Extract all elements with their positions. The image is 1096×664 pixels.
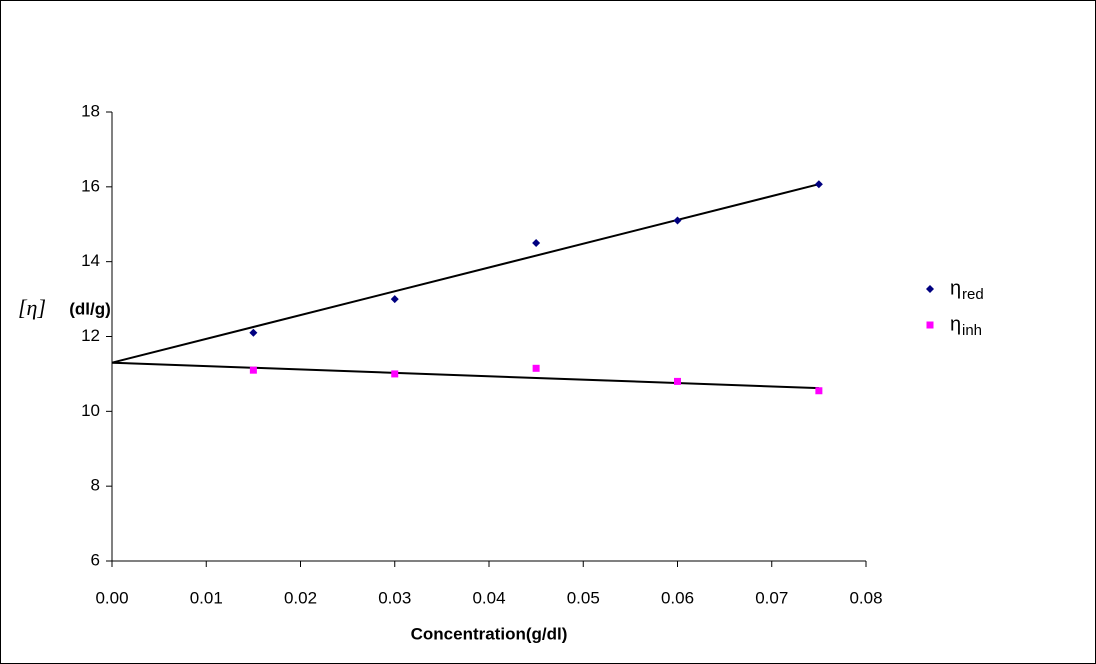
data-point: [390, 295, 399, 304]
legend-marker: [926, 321, 934, 329]
x-tick-label: 0.04: [472, 588, 505, 607]
data-point: [673, 216, 682, 225]
x-tick-label: 0.06: [661, 588, 694, 607]
x-tick-label: 0.02: [284, 588, 317, 607]
y-tick-label: 6: [91, 550, 100, 569]
y-tick-label: 8: [91, 476, 100, 495]
x-tick-label: 0.00: [95, 588, 128, 607]
trendline: [111, 183, 820, 364]
y-axis-label: (dl/g): [69, 299, 111, 318]
x-tick-label: 0.08: [849, 588, 882, 607]
data-point: [249, 328, 258, 337]
data-point: [249, 366, 257, 374]
data-point: [532, 238, 541, 247]
y-tick-label: 10: [81, 401, 100, 420]
x-tick-label: 0.01: [190, 588, 223, 607]
legend-subscript: red: [962, 286, 984, 303]
legend-label: η: [950, 313, 961, 335]
y-tick-label: 18: [81, 101, 100, 120]
y-tick-label: 14: [81, 251, 100, 270]
x-tick-label: 0.03: [378, 588, 411, 607]
data-point: [674, 377, 681, 385]
x-tick-label: 0.05: [567, 588, 600, 607]
y-tick-label: 12: [81, 326, 100, 345]
data-point: [815, 387, 823, 395]
legend-label: η: [950, 277, 961, 299]
data-point: [814, 180, 823, 189]
legend-subscript: inh: [962, 322, 982, 339]
trendline: [111, 361, 819, 390]
data-point: [532, 364, 540, 372]
data-point: [391, 370, 399, 378]
y-axis-symbol: [η]: [18, 295, 46, 320]
y-tick-label: 16: [81, 176, 100, 195]
x-tick-label: 0.07: [755, 588, 788, 607]
x-axis-label: Concentration(g/dl): [411, 624, 568, 643]
legend-marker: [926, 285, 934, 293]
